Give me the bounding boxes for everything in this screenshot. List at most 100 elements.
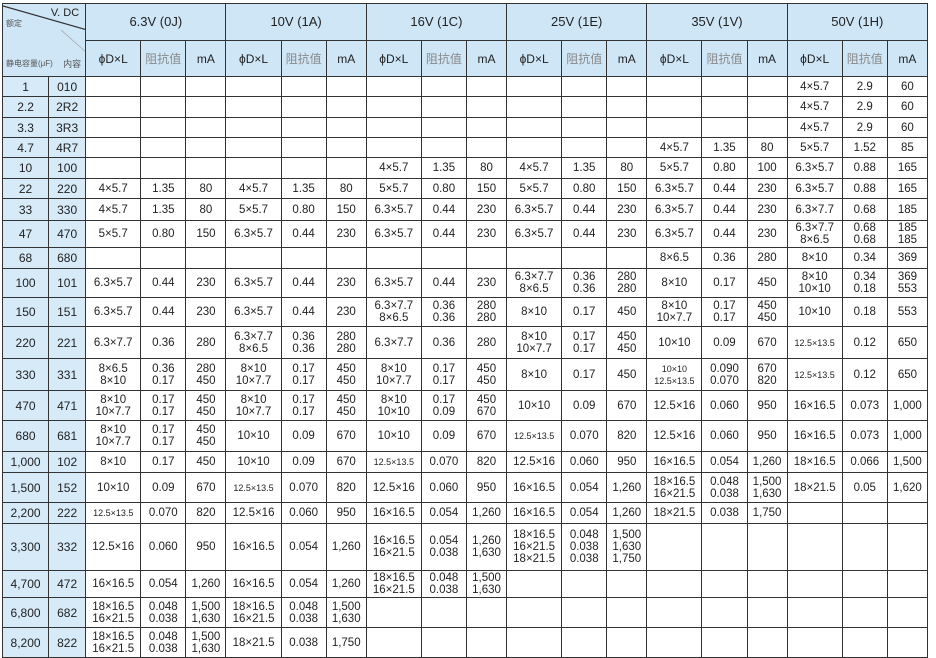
size-cell — [506, 76, 563, 97]
code-cell: 682 — [48, 597, 87, 628]
ripple-current-cell: 450 — [606, 358, 648, 391]
ripple-current-cell — [886, 597, 929, 628]
size-cell — [365, 76, 422, 97]
size-cell — [786, 523, 843, 571]
size-cell — [786, 502, 843, 524]
impedance-cell: 0.048 0.038 0.038 — [561, 523, 608, 571]
size-cell: 16×16.5 — [786, 390, 843, 421]
impedance-cell: 0.44 — [701, 178, 748, 199]
ripple-current-cell: 450 — [746, 268, 788, 298]
ripple-current-cell — [185, 137, 227, 158]
impedance-cell: 0.18 — [841, 297, 888, 327]
diagonal-divider — [3, 5, 85, 52]
ripple-current-cell — [325, 157, 367, 179]
ripple-current-cell: 185 — [886, 198, 929, 221]
voltage-header-row: V. DC 额定 静电容量(μF) 内容 6.3V (0J) 10V (1A) 16… — [1, 2, 929, 77]
impedance-cell: 0.09 — [420, 420, 467, 452]
impedance-cell: 1.35 — [701, 137, 748, 158]
ripple-current-cell: 450 450 — [185, 420, 227, 452]
ripple-current-cell: 950 — [746, 390, 788, 421]
impedance-cell — [280, 96, 327, 118]
capacitance-cell: 68 — [1, 247, 50, 269]
ripple-current-cell: 820 — [606, 420, 648, 452]
impedance-cell: 0.17 0.17 — [420, 358, 467, 391]
size-cell: 6.3×5.7 — [506, 220, 563, 248]
size-cell: 6.3×5.7 — [225, 220, 282, 248]
impedance-cell: 0.44 — [420, 268, 467, 298]
size-cell: 12.5×16 — [646, 390, 703, 421]
ripple-current-column-header: mA — [465, 40, 508, 77]
impedance-cell: 0.36 — [140, 326, 187, 359]
code-cell: 472 — [48, 570, 87, 598]
ripple-current-cell: 100 — [746, 157, 788, 179]
ripple-current-cell: 230 — [746, 178, 788, 199]
impedance-cell: 0.05 — [841, 472, 888, 503]
ripple-current-cell: 670 — [325, 420, 367, 452]
impedance-cell — [280, 157, 327, 179]
size-cell: 18×16.5 16×21.5 — [85, 597, 142, 628]
impedance-cell — [561, 247, 608, 269]
size-cell — [786, 570, 843, 598]
impedance-cell — [280, 76, 327, 97]
ripple-current-cell: 165 — [886, 157, 929, 179]
size-cell: 16×16.5 — [506, 502, 563, 524]
impedance-cell: 0.80 — [701, 157, 748, 179]
impedance-cell: 0.80 — [561, 178, 608, 199]
ripple-current-column-header: mA — [886, 40, 929, 77]
impedance-cell: 0.054 — [561, 472, 608, 503]
impedance-cell — [561, 627, 608, 658]
impedance-cell — [841, 570, 888, 598]
impedance-cell: 0.36 0.36 — [420, 297, 467, 327]
impedance-cell: 0.090 0.070 — [701, 358, 748, 391]
size-cell: 8×10 — [506, 297, 563, 327]
impedance-cell: 0.34 0.18 — [841, 268, 888, 298]
size-column-header: ϕD×L — [646, 40, 703, 77]
ripple-current-cell: 80 — [185, 178, 227, 199]
impedance-cell — [561, 96, 608, 118]
ripple-current-cell: 450 450 — [325, 358, 367, 391]
size-cell: 12.5×16 — [365, 472, 422, 503]
rated-label: 额定 — [6, 19, 22, 28]
impedance-cell: 0.17 0.17 — [280, 358, 327, 391]
ripple-current-cell: 450 450 — [746, 297, 788, 327]
size-cell — [225, 157, 282, 179]
ripple-current-cell: 950 — [185, 523, 227, 571]
size-cell: 10×10 — [786, 297, 843, 327]
ripple-current-cell — [606, 627, 648, 658]
impedance-cell: 0.36 — [420, 326, 467, 359]
size-cell: 6.3×5.7 — [646, 178, 703, 199]
table-row: 1 010 4×5.7 2.9 60 — [1, 76, 929, 97]
impedance-cell — [701, 96, 748, 118]
impedance-cell: 0.048 0.038 — [140, 627, 187, 658]
ripple-current-cell — [746, 117, 788, 138]
ripple-current-cell — [606, 570, 648, 598]
size-cell: 10×10 12.5×13.5 — [646, 358, 703, 391]
size-cell — [365, 247, 422, 269]
size-cell: 16×16.5 — [646, 451, 703, 473]
ripple-current-cell: 1,000 — [886, 390, 929, 421]
voltage-group-header: 16V (1C) — [365, 2, 508, 42]
impedance-cell: 0.17 0.17 — [140, 390, 187, 421]
size-cell: 16×16.5 — [365, 502, 422, 524]
size-cell: 8×10 10×7.7 — [225, 390, 282, 421]
impedance-cell — [140, 117, 187, 138]
ripple-current-cell — [465, 247, 508, 269]
impedance-cell: 0.054 — [420, 502, 467, 524]
ripple-current-cell: 1,260 — [325, 523, 367, 571]
ripple-current-cell: 950 — [606, 451, 648, 473]
table-row: 100 101 6.3×5.7 0.44 230 6.3×5.7 0.44 230 6.3×5.… — [1, 268, 929, 298]
ripple-current-cell: 1,500 1,630 — [746, 472, 788, 503]
impedance-cell: 0.060 — [140, 523, 187, 571]
impedance-cell: 0.038 — [701, 502, 748, 524]
ripple-current-cell: 280 — [746, 247, 788, 269]
impedance-column-header: 阻抗值 — [841, 40, 888, 77]
impedance-cell: 0.44 — [561, 220, 608, 248]
capacitance-cell: 8,200 — [1, 627, 50, 658]
size-cell: 6.3×5.7 — [225, 297, 282, 327]
ripple-current-cell: 230 — [606, 198, 648, 221]
ripple-current-cell: 230 — [325, 220, 367, 248]
size-cell: 6.3×5.7 — [365, 268, 422, 298]
size-cell: 4×5.7 — [506, 157, 563, 179]
ripple-current-cell — [606, 117, 648, 138]
impedance-cell: 0.054 0.038 — [420, 523, 467, 571]
